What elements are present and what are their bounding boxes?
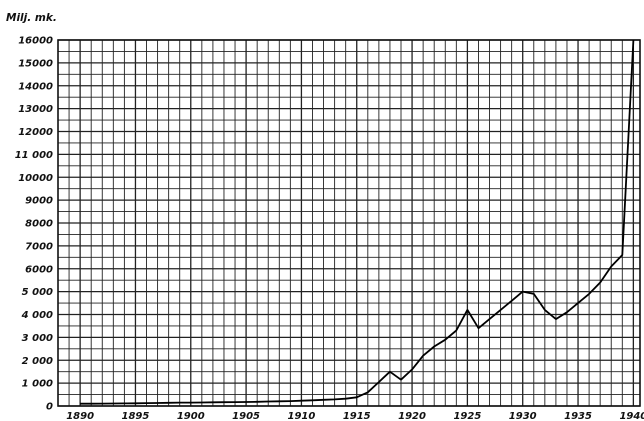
x-tick-labels: 1890 1895 1900 1905 1910 1915 1920 1925 1930 1935… bbox=[66, 411, 644, 421]
series-line bbox=[80, 39, 635, 405]
y-tick-label: 9000 bbox=[25, 196, 53, 207]
y-tick-label: 11 000 bbox=[15, 150, 53, 161]
y-tick-label: 6000 bbox=[25, 264, 53, 275]
y-tick-label: 12000 bbox=[18, 127, 53, 138]
y-tick-label: 16000 bbox=[18, 36, 53, 47]
y-tick-label: 3 000 bbox=[22, 333, 53, 344]
grid bbox=[57, 39, 641, 407]
y-tick-label: 10000 bbox=[18, 173, 53, 184]
x-tick-label: 1925 bbox=[453, 411, 481, 421]
y-tick-label: 13000 bbox=[18, 104, 53, 115]
y-tick-label: 8000 bbox=[25, 219, 53, 230]
y-tick-label: 2 000 bbox=[22, 356, 53, 367]
x-tick-label: 1940 bbox=[619, 411, 644, 421]
x-tick-label: 1910 bbox=[288, 411, 316, 421]
y-tick-label: 14000 bbox=[18, 81, 53, 92]
y-tick-label: 4 000 bbox=[21, 310, 53, 321]
x-tick-label: 1920 bbox=[398, 411, 426, 421]
x-tick-label: 1905 bbox=[232, 411, 260, 421]
x-tick-label: 1890 bbox=[66, 411, 94, 421]
y-tick-label: 7000 bbox=[25, 241, 53, 252]
x-tick-label: 1915 bbox=[343, 411, 371, 421]
y-tick-label: 1 000 bbox=[22, 379, 53, 390]
y-tick-labels: 0 1 000 2 000 3 000 4 000 5 000 6000 7000 8000 90… bbox=[15, 36, 53, 413]
y-tick-label: 0 bbox=[46, 402, 53, 413]
x-tick-label: 1930 bbox=[509, 411, 537, 421]
x-tick-label: 1935 bbox=[564, 411, 592, 421]
y-tick-label: 15000 bbox=[18, 58, 53, 69]
y-axis-label: Milj. mk. bbox=[6, 12, 57, 24]
y-tick-label: 5 000 bbox=[22, 287, 53, 298]
x-tick-label: 1900 bbox=[177, 411, 205, 421]
x-tick-label: 1895 bbox=[122, 411, 150, 421]
series bbox=[80, 39, 635, 405]
plot-frame bbox=[57, 39, 641, 407]
